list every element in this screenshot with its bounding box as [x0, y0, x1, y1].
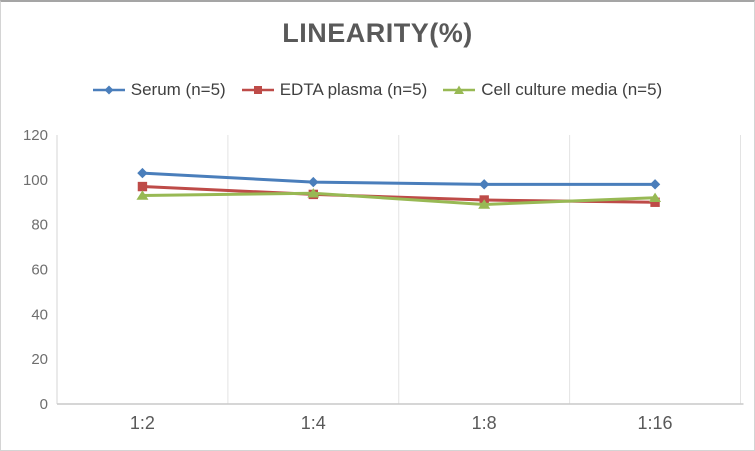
legend: Serum (n=5) EDTA plasma (n=5) Cell culture… [1, 80, 754, 100]
x-tick-label: 1:16 [638, 413, 673, 433]
square-marker [137, 181, 148, 192]
legend-item: EDTA plasma (n=5) [241, 80, 428, 100]
diamond-legend-marker-icon [92, 85, 125, 95]
y-tick-label: 40 [31, 306, 48, 323]
diamond-marker [649, 179, 661, 190]
triangle-marker [136, 190, 149, 200]
square-legend-marker-icon [241, 86, 274, 94]
series-line-cell-culture-media-n-5 [140, 191, 657, 206]
legend-item: Cell culture media (n=5) [443, 80, 662, 100]
triangle-marker [478, 199, 491, 209]
diamond-marker [478, 179, 490, 190]
legend-label: Cell culture media (n=5) [481, 80, 663, 99]
y-tick-label: 120 [23, 127, 48, 144]
triangle-marker [307, 188, 320, 198]
diamond-marker [308, 176, 319, 188]
legend-label: EDTA plasma (n=5) [279, 80, 428, 99]
y-tick-label: 0 [40, 396, 48, 413]
x-tick-label: 1:4 [301, 413, 326, 433]
y-tick-label: 20 [31, 351, 48, 368]
x-tick-label: 1:8 [472, 413, 497, 433]
legend-label: Serum (n=5) [130, 80, 226, 99]
chart-title: LINEARITY(%) [282, 18, 473, 48]
legend-item: Serum (n=5) [92, 80, 226, 100]
y-tick-label: 60 [31, 262, 48, 279]
x-tick-label: 1:2 [130, 413, 155, 433]
y-tick-label: 100 [23, 172, 48, 189]
series-line-serum-n-5 [140, 171, 657, 186]
triangle-legend-marker-icon [443, 85, 476, 94]
y-tick-label: 80 [31, 217, 48, 234]
square-marker [650, 197, 660, 207]
triangle-marker [649, 192, 662, 202]
diamond-marker [137, 167, 148, 179]
